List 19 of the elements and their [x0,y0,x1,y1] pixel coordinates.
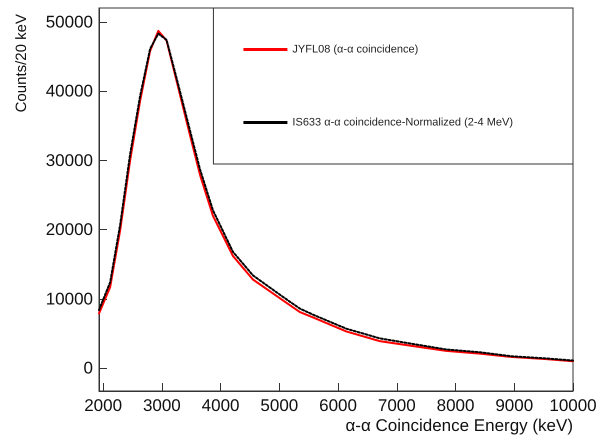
y-tick-label: 20000 [46,220,93,240]
x-tick-label: 5000 [260,396,298,415]
y-tick-label: 50000 [46,12,93,32]
x-tick-label: 3000 [142,396,181,415]
y-tick-label: 0 [84,358,93,378]
x-axis-title: α-α Coincidence Energy (keV) [345,416,573,435]
x-tick-label: 9000 [495,396,534,415]
x-tick-label: 7000 [378,396,416,415]
x-tick-label: 8000 [436,396,474,415]
x-tick-label: 6000 [319,396,357,415]
y-axis-title: Counts/20 keV [13,14,30,112]
legend-label: JYFL08 (α-α coincidence) [292,44,418,56]
y-tick-label: 30000 [46,150,93,170]
x-tick-label: 2000 [84,396,122,415]
x-tick-label: 10000 [549,396,597,415]
x-tick-label: 4000 [202,396,240,415]
y-tick-label: 40000 [46,82,93,101]
legend-label: IS633 α-α coincidence-Normalized (2-4 MeV) [292,116,514,128]
y-tick-label: 10000 [46,289,93,308]
